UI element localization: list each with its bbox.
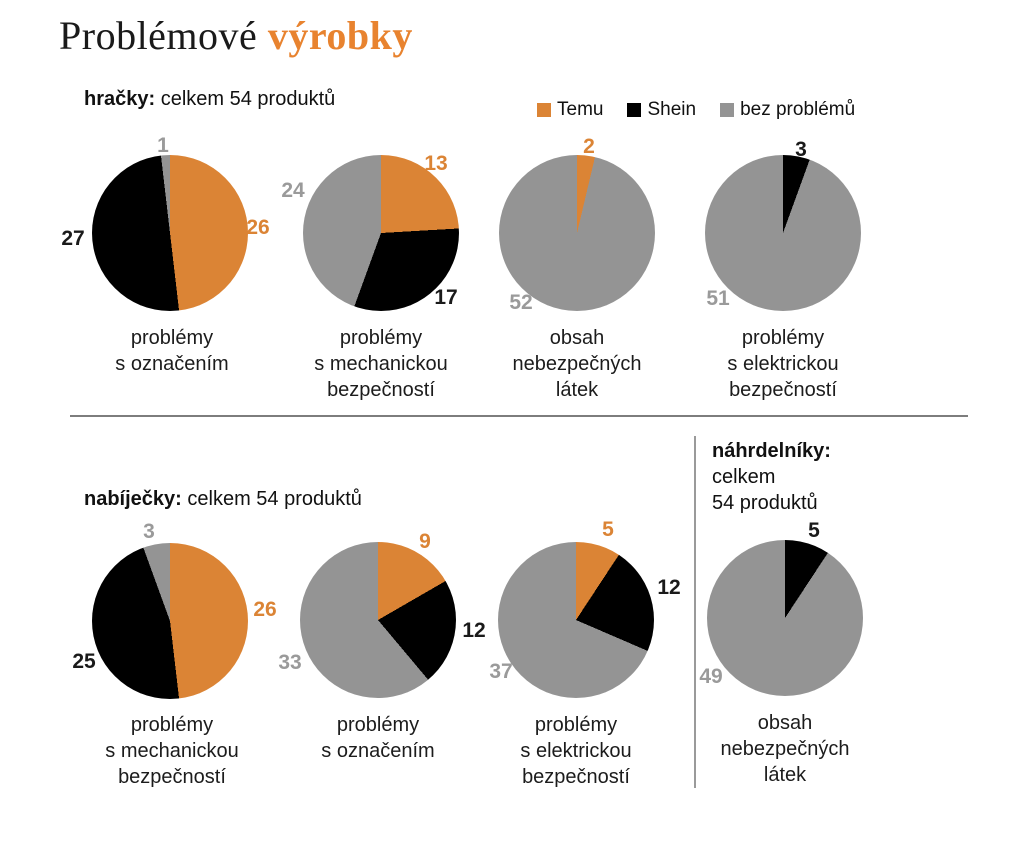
section-heading-chargers-bold: nabíječky: xyxy=(84,488,182,510)
legend-swatch-shein xyxy=(627,103,642,117)
pie-caption-toys-labelling: problémy s označením xyxy=(62,325,282,377)
slice-value-label: 37 xyxy=(489,660,513,683)
page-title-highlight: výrobky xyxy=(267,13,413,58)
pie-chart-chargers-mechanical-safety xyxy=(92,543,248,699)
slice-value-label: 5 xyxy=(808,519,820,542)
section-heading-toys: hračky: celkem 54 produktů xyxy=(84,88,335,111)
pie-caption-line: s označením xyxy=(321,740,435,762)
pie-caption-line: nebezpečných xyxy=(720,738,850,760)
pie-caption-line: látek xyxy=(555,379,599,401)
slice-value-label: 12 xyxy=(657,576,681,599)
pie-caption-line: obsah xyxy=(757,712,813,734)
slice-value-label: 27 xyxy=(61,227,85,250)
pie-chart-chargers-electrical-safety xyxy=(498,542,654,698)
slice-value-label: 3 xyxy=(143,520,155,543)
slice-value-label: 3 xyxy=(795,138,807,161)
pie-caption-line: problémy xyxy=(339,327,423,349)
slice-value-label: 26 xyxy=(246,216,270,239)
pie-caption-line: s elektrickou xyxy=(520,740,632,762)
pie-caption-line: problémy xyxy=(130,714,214,736)
section-heading-chargers: nabíječky: celkem 54 produktů xyxy=(84,488,362,511)
pie-caption-chargers-labelling: problémy s označením xyxy=(268,712,488,764)
slice-value-label: 5 xyxy=(602,518,614,541)
page-title: Problémové výrobky xyxy=(59,12,413,59)
pie-caption-line: bezpečností xyxy=(522,766,630,788)
legend-swatch-no-problems xyxy=(720,103,735,117)
slice-value-label: 13 xyxy=(424,152,448,175)
section-heading-toys-rest: celkem 54 produktů xyxy=(155,88,336,110)
pie-caption-line: problémy xyxy=(130,327,214,349)
section-heading-chargers-rest: celkem 54 produktů xyxy=(181,488,362,510)
legend: Temu Shein bez problémů xyxy=(537,99,855,121)
section-heading-necklaces-line2: celkem xyxy=(712,466,776,488)
slice-value-label: 9 xyxy=(419,530,431,553)
pie-chart-toys-labelling xyxy=(92,155,248,311)
slice-value-label: 17 xyxy=(434,286,458,309)
horizontal-divider xyxy=(70,415,968,417)
pie-caption-line: bezpečností xyxy=(327,379,435,401)
slice-value-label: 49 xyxy=(699,665,723,688)
legend-item-no-problems: bez problémů xyxy=(720,99,855,121)
legend-label-temu: Temu xyxy=(557,99,604,120)
legend-label-no-problems: bez problémů xyxy=(740,99,856,120)
legend-label-shein: Shein xyxy=(647,99,697,120)
pie-caption-line: s označením xyxy=(115,353,229,375)
pie-caption-chargers-electrical-safety: problémy s elektrickou bezpečností xyxy=(466,712,686,790)
pie-caption-line: s mechanickou xyxy=(314,353,448,375)
pie-caption-line: problémy xyxy=(336,714,420,736)
slice-value-label: 51 xyxy=(706,287,730,310)
slice-value-label: 1 xyxy=(157,134,169,157)
pie-caption-chargers-mechanical-safety: problémy s mechanickou bezpečností xyxy=(62,712,282,790)
slice-value-label: 2 xyxy=(583,135,595,158)
section-heading-necklaces: náhrdelníky: celkem 54 produktů xyxy=(712,438,831,516)
legend-item-temu: Temu xyxy=(537,99,603,121)
slice-value-label: 26 xyxy=(253,598,277,621)
pie-caption-line: problémy xyxy=(741,327,825,349)
section-heading-toys-bold: hračky: xyxy=(84,88,156,110)
pie-caption-line: s mechanickou xyxy=(105,740,239,762)
pie-caption-line: nebezpečných xyxy=(512,353,642,375)
pie-caption-line: bezpečností xyxy=(118,766,226,788)
page-title-prefix: Problémové xyxy=(59,13,258,58)
legend-item-shein: Shein xyxy=(627,99,696,121)
pie-caption-toys-mechanical-safety: problémy s mechanickou bezpečností xyxy=(271,325,491,403)
pie-caption-toys-hazardous-substances: obsah nebezpečných látek xyxy=(467,325,687,403)
pie-chart-toys-electrical-safety xyxy=(705,155,861,311)
pie-caption-necklaces-hazardous-substances: obsah nebezpečných látek xyxy=(675,710,895,788)
slice-value-label: 25 xyxy=(72,650,96,673)
pie-caption-line: s elektrickou xyxy=(727,353,839,375)
pie-caption-line: bezpečností xyxy=(729,379,837,401)
slice-value-label: 24 xyxy=(281,179,305,202)
slice-value-label: 52 xyxy=(509,291,533,314)
pie-caption-line: látek xyxy=(763,764,807,786)
pie-caption-line: problémy xyxy=(534,714,618,736)
legend-swatch-temu xyxy=(537,103,551,117)
pie-chart-toys-hazardous-substances xyxy=(499,155,655,311)
pie-caption-toys-electrical-safety: problémy s elektrickou bezpečností xyxy=(673,325,893,403)
pie-caption-line: obsah xyxy=(549,327,605,349)
slice-value-label: 33 xyxy=(278,651,302,674)
pie-chart-chargers-labelling xyxy=(300,542,456,698)
slice-value-label: 12 xyxy=(462,619,486,642)
section-heading-necklaces-line1: náhrdelníky: xyxy=(712,440,831,462)
vertical-divider xyxy=(694,436,696,788)
pie-chart-toys-mechanical-safety xyxy=(303,155,459,311)
section-heading-necklaces-line3: 54 produktů xyxy=(712,492,818,514)
pie-chart-necklaces-hazardous-substances xyxy=(707,540,863,696)
